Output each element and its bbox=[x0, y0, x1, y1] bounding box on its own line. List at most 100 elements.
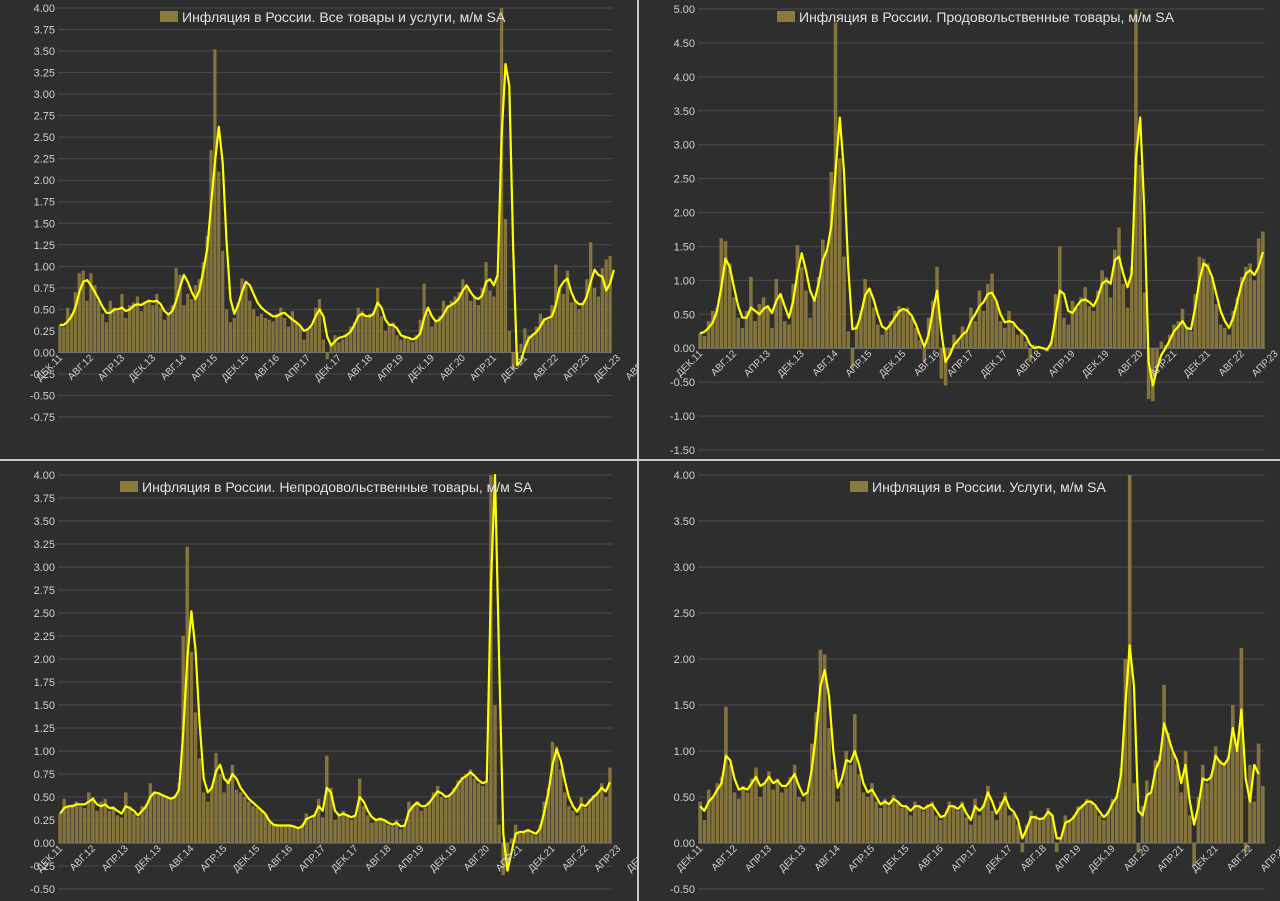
bar bbox=[550, 741, 555, 843]
vertical-divider bbox=[637, 0, 639, 901]
bar bbox=[827, 728, 831, 843]
gridlines bbox=[698, 8, 1265, 451]
x-tick-label: АВГ.18 bbox=[345, 352, 375, 382]
y-tick-label: 1.50 bbox=[674, 241, 695, 253]
y-tick-label: 3.00 bbox=[34, 89, 55, 101]
bar bbox=[973, 321, 977, 349]
x-tick-label: АВГ.14 bbox=[166, 843, 196, 873]
bar bbox=[736, 317, 740, 349]
x-tick-label: ДЕК.15 bbox=[880, 843, 912, 875]
bar bbox=[884, 327, 889, 349]
bar bbox=[275, 826, 280, 843]
y-tick-label: 0.50 bbox=[34, 304, 55, 316]
bar bbox=[876, 324, 880, 349]
bar bbox=[778, 293, 783, 349]
bar bbox=[308, 820, 313, 843]
x-tick-label: АВГ.16 bbox=[912, 348, 942, 378]
y-tick-label: 0.75 bbox=[34, 769, 55, 781]
bar bbox=[1106, 810, 1111, 843]
x-tick-label: АПР.21 bbox=[1156, 843, 1187, 874]
bar bbox=[448, 795, 452, 843]
y-tick-label: 2.50 bbox=[674, 608, 695, 620]
bar bbox=[155, 293, 159, 353]
bar bbox=[360, 311, 364, 353]
bar bbox=[288, 824, 292, 843]
bar bbox=[581, 302, 585, 353]
bar bbox=[247, 801, 251, 843]
y-tick-label: 3.00 bbox=[674, 562, 695, 574]
bar bbox=[197, 279, 202, 353]
bar bbox=[810, 743, 814, 843]
bar bbox=[821, 239, 825, 349]
x-tick-label: АВГ.12 bbox=[68, 843, 98, 873]
bar bbox=[251, 806, 255, 843]
bar bbox=[193, 285, 198, 353]
bar bbox=[271, 824, 276, 843]
y-tick-label: 3.50 bbox=[34, 46, 55, 58]
bar bbox=[375, 287, 380, 353]
bar bbox=[530, 333, 535, 353]
bar bbox=[70, 804, 75, 843]
bar bbox=[356, 307, 360, 353]
y-tick-label: 4.00 bbox=[34, 470, 55, 482]
y-tick-label: 3.50 bbox=[34, 516, 55, 528]
bar bbox=[986, 785, 990, 843]
bar bbox=[1032, 344, 1037, 349]
bar bbox=[304, 813, 308, 843]
bar bbox=[333, 820, 337, 843]
y-tick-label: 1.75 bbox=[34, 197, 55, 209]
bar bbox=[745, 792, 750, 843]
bar bbox=[565, 270, 570, 353]
bar bbox=[850, 348, 855, 369]
bar bbox=[831, 769, 836, 843]
bar bbox=[943, 348, 948, 386]
bar bbox=[244, 285, 248, 353]
bar bbox=[1196, 797, 1201, 843]
y-tick-label: 2.50 bbox=[674, 174, 695, 186]
bar bbox=[585, 279, 589, 353]
y-tick-label: 2.00 bbox=[674, 208, 695, 220]
bar bbox=[159, 307, 163, 353]
bar bbox=[294, 322, 298, 353]
bar bbox=[1183, 751, 1188, 843]
bar bbox=[1050, 815, 1055, 843]
x-tick-label: АПР.17 bbox=[282, 352, 313, 383]
x-tick-label: ДЕК.21 bbox=[526, 843, 558, 875]
bar bbox=[218, 774, 222, 843]
x-tick-label: АПР.13 bbox=[742, 348, 773, 379]
bar bbox=[140, 806, 144, 843]
x-tick-label: АВГ.12 bbox=[709, 348, 739, 378]
bar bbox=[152, 792, 157, 843]
bar bbox=[1104, 276, 1109, 349]
bar bbox=[166, 313, 171, 353]
bar bbox=[1162, 684, 1166, 843]
bar bbox=[837, 158, 842, 349]
bar bbox=[930, 801, 934, 843]
bar bbox=[73, 292, 78, 353]
y-tick-label: 3.50 bbox=[674, 516, 695, 528]
bar bbox=[452, 787, 456, 843]
bar bbox=[762, 783, 767, 843]
bar bbox=[1188, 815, 1192, 843]
bar bbox=[1140, 806, 1145, 843]
bar bbox=[1235, 297, 1240, 349]
bar bbox=[818, 649, 823, 843]
x-tick-label: ДЕК.17 bbox=[983, 843, 1015, 875]
bar bbox=[577, 309, 581, 353]
bar bbox=[449, 300, 453, 353]
y-tick-label: 2.50 bbox=[34, 608, 55, 620]
bar bbox=[252, 309, 256, 353]
bar bbox=[1180, 308, 1185, 349]
bar bbox=[104, 322, 109, 353]
bar bbox=[312, 815, 317, 843]
bar bbox=[1159, 341, 1164, 349]
bar bbox=[715, 307, 719, 349]
bars bbox=[58, 8, 612, 370]
bar bbox=[977, 290, 982, 349]
bar bbox=[445, 305, 449, 353]
bar bbox=[569, 302, 573, 353]
bar bbox=[160, 795, 165, 843]
bar bbox=[698, 333, 702, 349]
x-tick-label: ДЕК.13 bbox=[127, 352, 159, 384]
bar bbox=[255, 316, 260, 353]
